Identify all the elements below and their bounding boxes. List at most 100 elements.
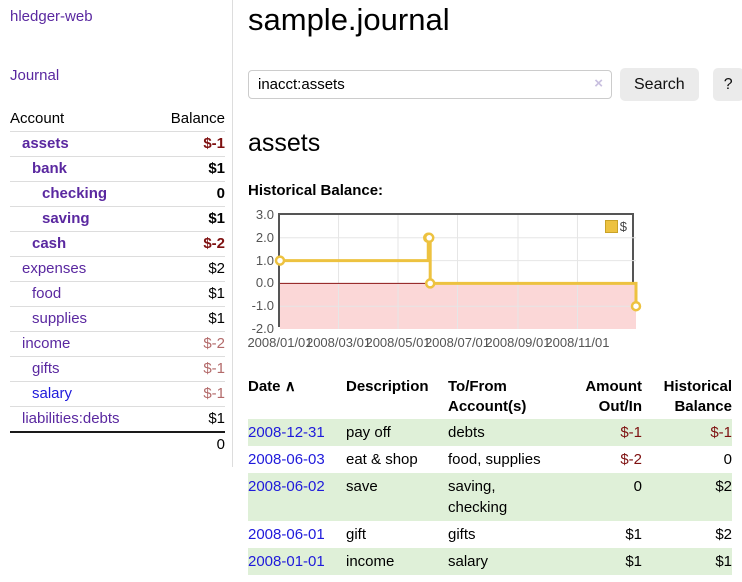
register-header-amount: Amount Out/In — [585, 378, 642, 415]
search-box: × — [248, 70, 612, 99]
account-balance: $1 — [208, 310, 225, 327]
account-row: food $1 — [10, 281, 225, 307]
account-row: expenses $2 — [10, 256, 225, 282]
transaction-date-link[interactable]: 2008-12-31 — [248, 424, 325, 441]
x-axis-tick-label: 2008/07/01 — [424, 335, 491, 350]
register-header-row: Date ∧ Description To/From Account(s) Am… — [248, 375, 732, 419]
register-row: 2008-01-01 income salary $1 $1 — [248, 548, 732, 575]
account-balance: $-1 — [203, 360, 225, 377]
account-balance: $2 — [208, 260, 225, 277]
accounts-header-balance: Balance — [170, 110, 225, 127]
transaction-amount: $-1 — [620, 424, 642, 441]
main-content: sample.journal × Search ? assets Histori… — [233, 0, 742, 575]
legend-swatch-icon — [604, 220, 618, 233]
account-link[interactable]: liabilities:debts — [22, 410, 120, 427]
register-row: 2008-12-31 pay off debts $-1 $-1 — [248, 419, 732, 446]
transaction-amount: 0 — [633, 478, 642, 495]
account-heading: assets — [248, 129, 321, 157]
account-row: saving $1 — [10, 206, 225, 232]
transaction-description: save — [346, 478, 378, 495]
accounts-total-row: 0 — [10, 432, 225, 457]
y-axis-tick-label: 2.0 — [255, 229, 274, 245]
account-row: gifts $-1 — [10, 356, 225, 382]
account-link[interactable]: saving — [42, 210, 90, 227]
register-row: 2008-06-02 save saving, checking 0 $2 — [248, 473, 732, 521]
transaction-balance: 0 — [723, 451, 732, 468]
historical-balance-chart: 3.0 2.0 1.0 0.0 -1.0 -2.0 2008/01/01 2008/03/01… — [247, 207, 642, 350]
transaction-date-link[interactable]: 2008-06-02 — [248, 478, 325, 495]
transaction-date-link[interactable]: 2008-01-01 — [248, 553, 325, 570]
transaction-date-link[interactable]: 2008-06-03 — [248, 451, 325, 468]
account-row: checking 0 — [10, 181, 225, 207]
accounts-header-row: Account Balance — [10, 106, 225, 132]
transaction-description: pay off — [346, 424, 391, 441]
transaction-amount: $1 — [625, 526, 642, 543]
account-row: supplies $1 — [10, 306, 225, 332]
sidebar-item-journal[interactable]: Journal — [10, 67, 60, 84]
chart-title: Historical Balance: — [248, 182, 384, 199]
x-axis-tick-label: 2008/01/01 — [247, 335, 313, 350]
account-link[interactable]: checking — [42, 185, 108, 202]
register-header-description: Description — [346, 378, 429, 395]
search-input[interactable] — [248, 70, 612, 99]
transaction-balance: $-1 — [710, 424, 732, 441]
account-row: liabilities:debts $1 — [10, 406, 225, 433]
account-link[interactable]: supplies — [32, 310, 88, 327]
account-balance: $1 — [208, 285, 225, 302]
register-row: 2008-06-03 eat & shop food, supplies $-2… — [248, 446, 732, 473]
transaction-accounts: gifts — [448, 526, 476, 543]
sidebar: hledger-web Journal Account Balance asse… — [0, 0, 233, 467]
x-axis-tick-label: 2008/09/01 — [485, 335, 551, 350]
transaction-description: eat & shop — [346, 451, 418, 468]
account-balance: $-2 — [203, 235, 225, 252]
page-title: sample.journal — [248, 2, 450, 37]
help-button[interactable]: ? — [712, 68, 742, 101]
y-axis-tick-label: -2.0 — [251, 321, 274, 336]
account-row: salary $-1 — [10, 381, 225, 407]
account-balance: $1 — [208, 210, 225, 227]
transaction-accounts: food, supplies — [448, 451, 541, 468]
account-balance: 0 — [216, 185, 225, 202]
brand-link[interactable]: hledger-web — [10, 8, 93, 25]
legend-label: $ — [619, 219, 627, 234]
chart-canvas — [274, 215, 642, 329]
account-link[interactable]: gifts — [32, 360, 60, 377]
account-balance: $1 — [208, 410, 225, 427]
account-link[interactable]: bank — [32, 160, 68, 177]
account-balance: $1 — [208, 160, 225, 177]
account-link[interactable]: assets — [22, 135, 69, 152]
account-balance: $-2 — [203, 335, 225, 352]
y-axis-tick-label: 3.0 — [255, 207, 274, 222]
transaction-accounts: debts — [448, 424, 485, 441]
transaction-description: income — [346, 553, 395, 570]
account-link[interactable]: salary — [32, 385, 73, 402]
account-row: income $-2 — [10, 331, 225, 357]
account-row: cash $-2 — [10, 231, 225, 257]
account-row: assets $-1 — [10, 131, 225, 157]
transaction-amount: $1 — [625, 553, 642, 570]
accounts-table: Account Balance assets $-1 bank $1 check… — [10, 106, 225, 457]
transaction-date-link[interactable]: 2008-06-01 — [248, 526, 325, 543]
search-button[interactable]: Search — [620, 68, 699, 101]
register-header-date[interactable]: Date ∧ — [248, 378, 296, 395]
account-link[interactable]: cash — [32, 235, 67, 252]
transaction-accounts: saving, checking — [448, 478, 508, 516]
account-link[interactable]: expenses — [22, 260, 87, 277]
account-link[interactable]: income — [22, 335, 71, 352]
account-balance: $-1 — [203, 135, 225, 152]
transaction-balance: $1 — [715, 553, 732, 570]
register-header-tofrom: To/From Account(s) — [448, 378, 527, 415]
register-row: 2008-06-01 gift gifts $1 $2 — [248, 521, 732, 548]
sort-ascending-icon: ∧ — [284, 378, 296, 395]
transaction-balance: $2 — [715, 478, 732, 495]
account-row: bank $1 — [10, 156, 225, 182]
x-axis-tick-label: 2008/11/01 — [545, 335, 610, 350]
clear-search-icon[interactable]: × — [594, 75, 603, 92]
y-axis-tick-label: 1.0 — [255, 252, 274, 268]
register-table: Date ∧ Description To/From Account(s) Am… — [248, 375, 732, 575]
account-link[interactable]: food — [32, 285, 62, 302]
chart-legend: $ — [604, 219, 627, 234]
y-axis-tick-label: 0.0 — [255, 275, 274, 291]
transaction-accounts: salary — [448, 553, 489, 570]
